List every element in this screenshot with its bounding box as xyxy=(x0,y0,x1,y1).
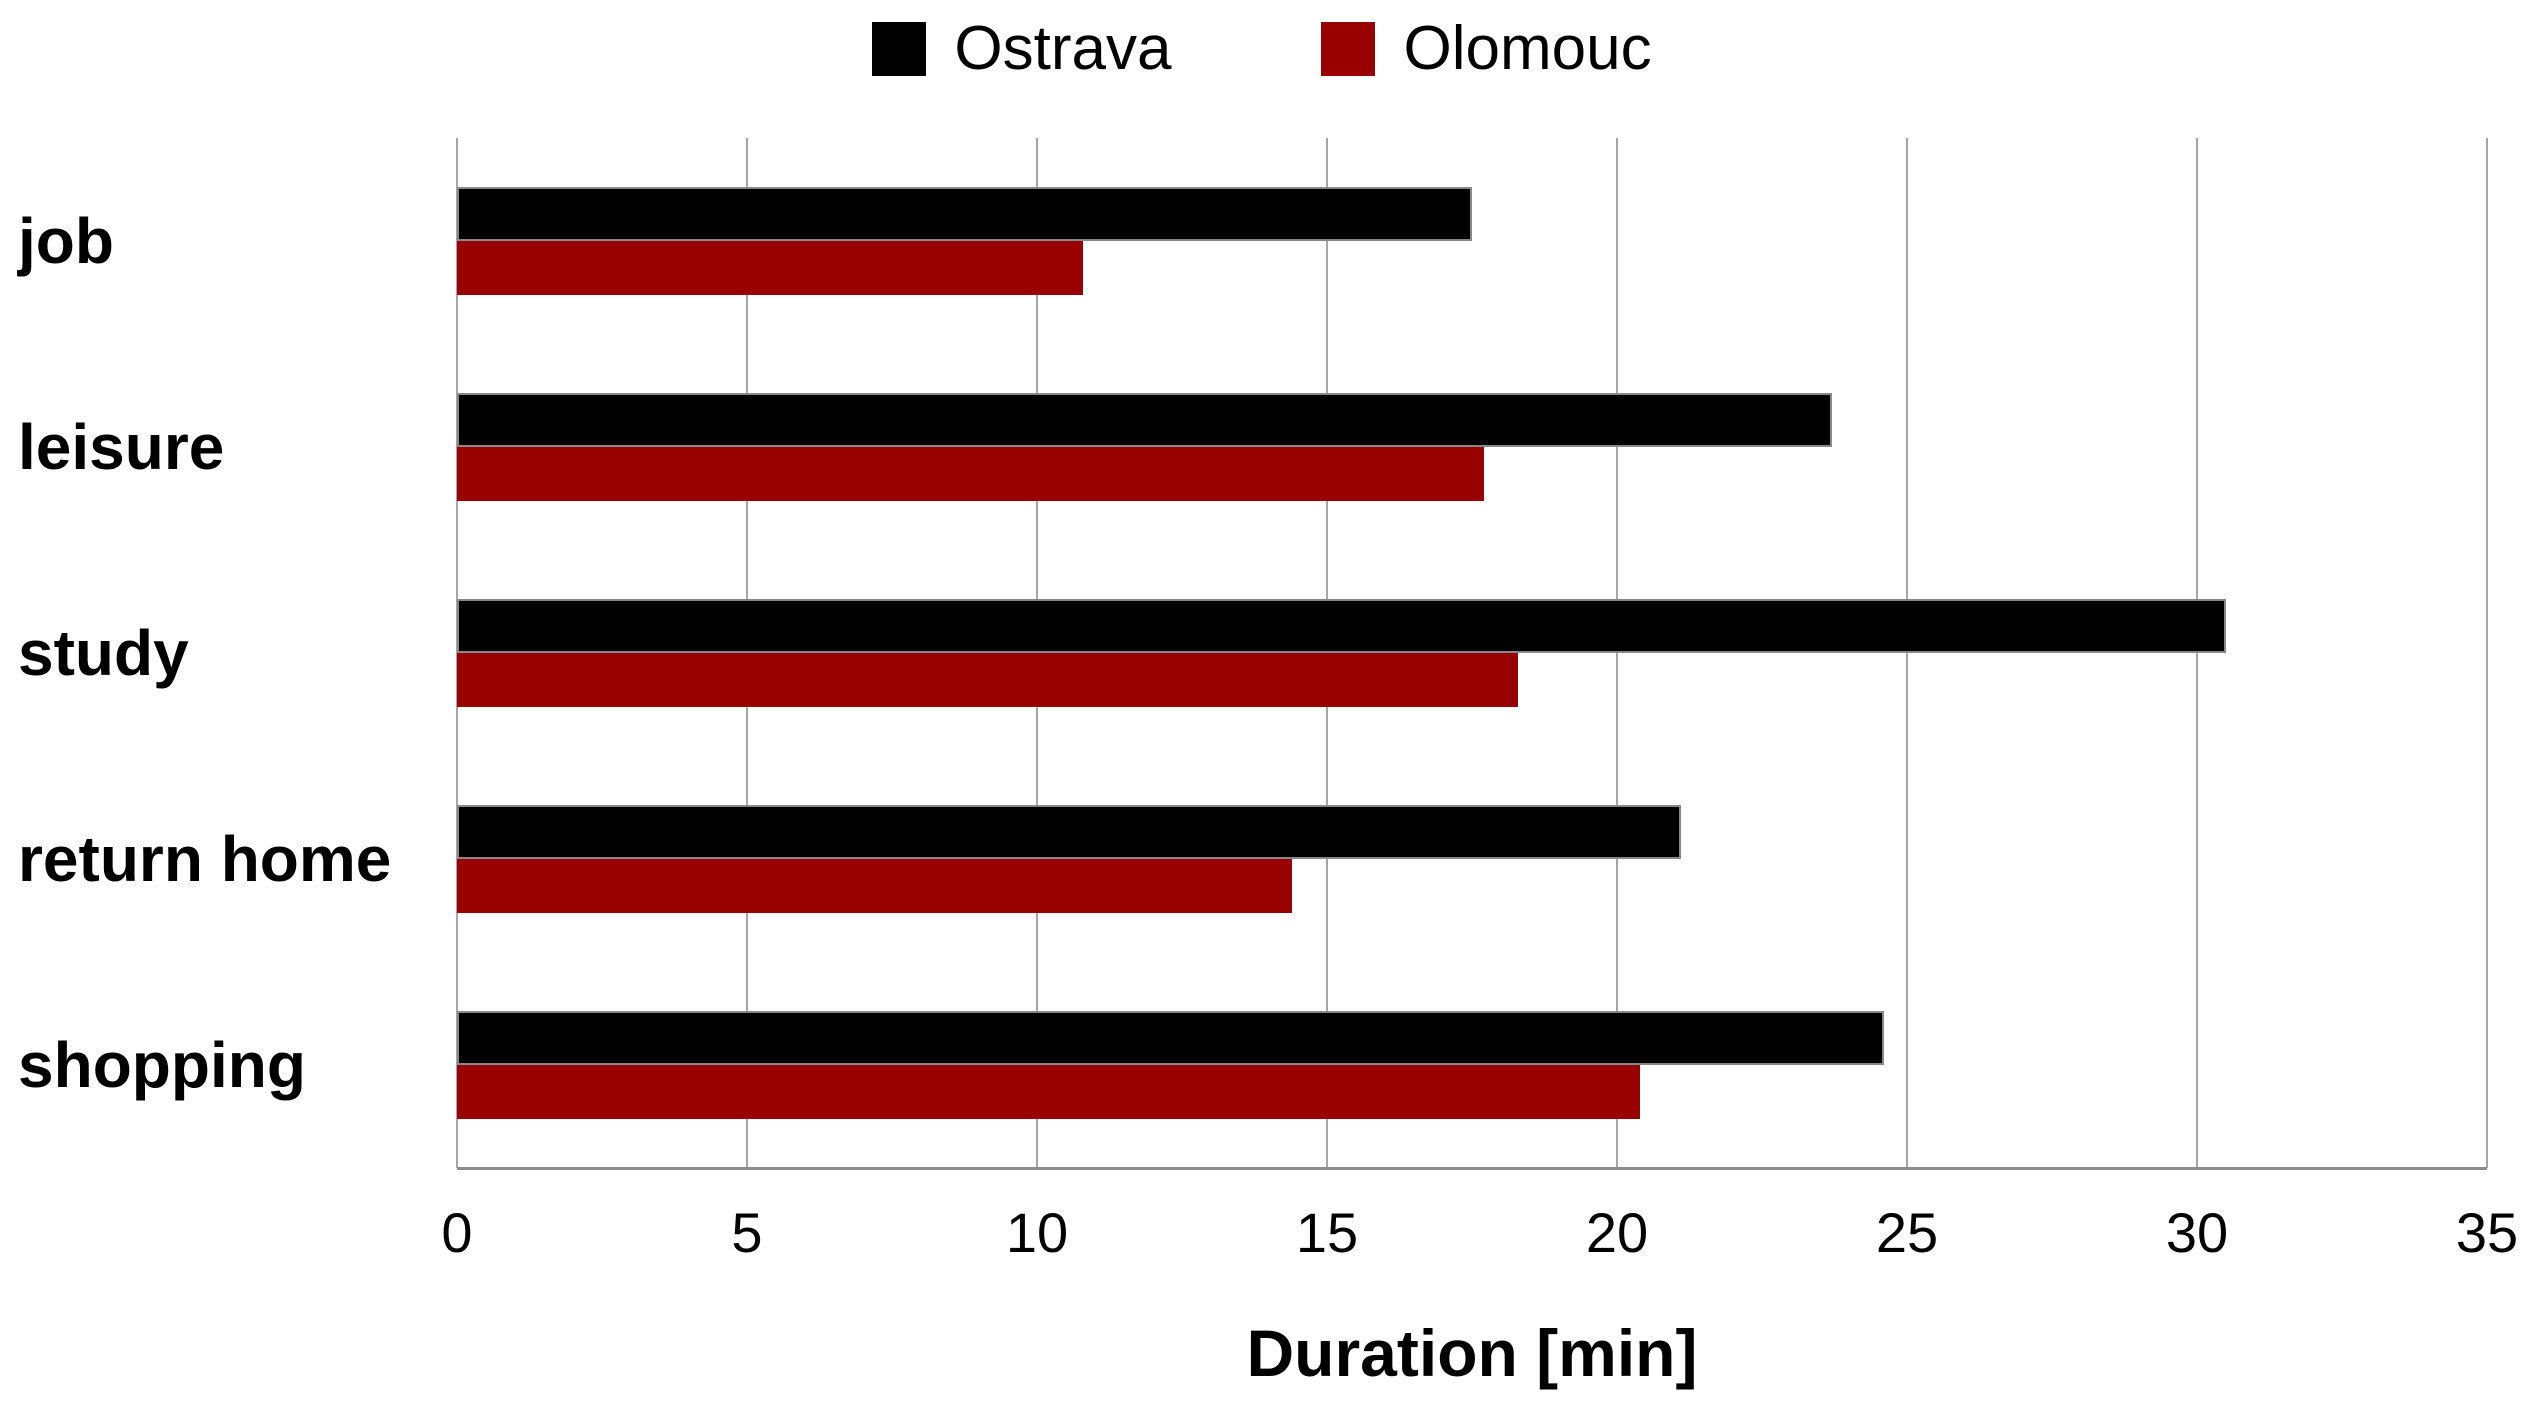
x-tick-label-15: 15 xyxy=(1295,1201,1359,1264)
x-tick-label-20: 20 xyxy=(1585,1201,1649,1264)
bar-olomouc-shopping xyxy=(457,1065,1641,1119)
bar-olomouc-study xyxy=(457,653,1519,707)
category-label-study: study xyxy=(18,617,189,689)
plot-area xyxy=(456,138,2488,1170)
x-tick-label-30: 30 xyxy=(2165,1201,2229,1264)
bar-band-study xyxy=(457,550,2487,756)
x-tick-label-0: 0 xyxy=(441,1201,473,1264)
legend-label-olomouc: Olomouc xyxy=(1403,14,1652,83)
bar-ostrava-study xyxy=(457,599,2226,653)
x-tick-label-35: 35 xyxy=(2455,1201,2519,1264)
legend-item-ostrava: Ostrava xyxy=(872,18,1171,80)
bar-ostrava-return-home xyxy=(457,805,1681,859)
bar-ostrava-job xyxy=(457,187,1472,241)
x-axis-title: Duration [min] xyxy=(1246,1316,1698,1390)
bar-olomouc-job xyxy=(457,241,1084,295)
category-label-return-home: return home xyxy=(18,823,392,895)
bar-band-leisure xyxy=(457,344,2487,550)
ostrava-swatch-icon xyxy=(872,22,927,76)
bar-band-shopping xyxy=(457,962,2487,1168)
bar-band-job xyxy=(457,138,2487,344)
bar-band-return-home xyxy=(457,756,2487,962)
bar-olomouc-leisure xyxy=(457,447,1484,501)
category-label-job: job xyxy=(18,205,114,277)
gridline-25 xyxy=(1906,138,1908,1168)
olomouc-swatch-icon xyxy=(1321,22,1376,76)
gridline-35 xyxy=(2486,138,2488,1168)
x-tick-label-10: 10 xyxy=(1005,1201,1069,1264)
x-tick-label-5: 5 xyxy=(731,1201,763,1264)
category-label-shopping: shopping xyxy=(18,1029,306,1101)
bar-olomouc-return-home xyxy=(457,859,1293,913)
bar-ostrava-leisure xyxy=(457,393,1832,447)
legend-item-olomouc: Olomouc xyxy=(1321,14,1652,83)
legend: Ostrava Olomouc xyxy=(0,6,2524,92)
x-axis-line xyxy=(457,1167,2487,1170)
gridline-30 xyxy=(2196,138,2198,1168)
x-tick-label-25: 25 xyxy=(1875,1201,1939,1264)
legend-label-ostrava: Ostrava xyxy=(954,14,1172,83)
gridline-20 xyxy=(1616,138,1618,1168)
bar-ostrava-shopping xyxy=(457,1011,1884,1065)
category-label-leisure: leisure xyxy=(18,411,225,483)
